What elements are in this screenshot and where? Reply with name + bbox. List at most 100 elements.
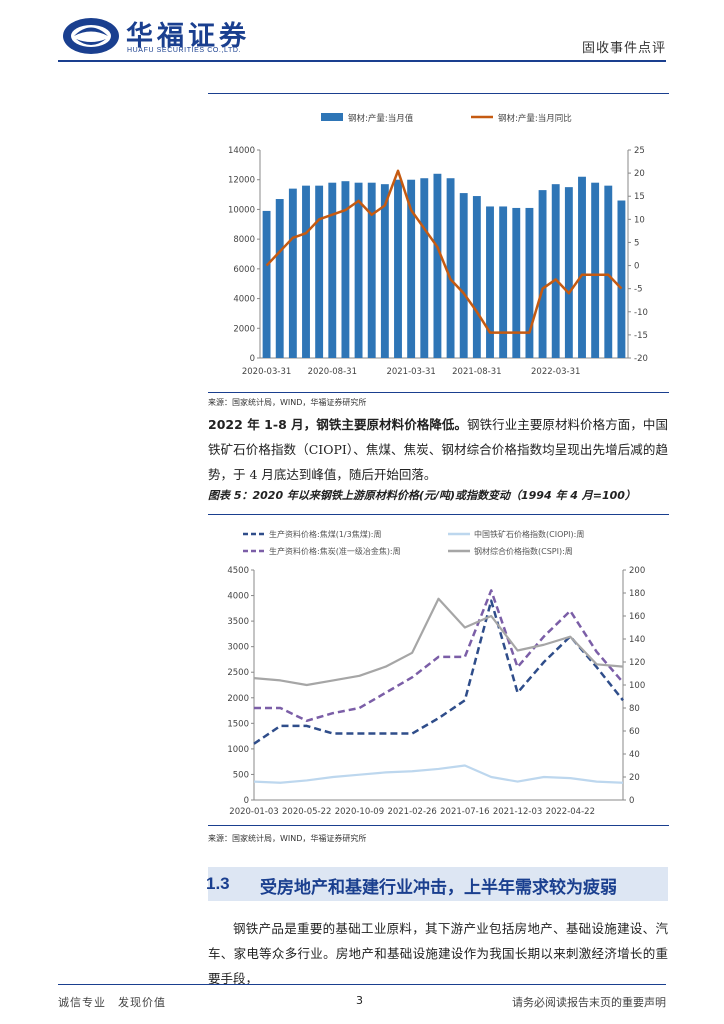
section-title: 受房地产和基建行业冲击，上半年需求较为疲弱 <box>260 878 617 898</box>
bar-output <box>499 206 508 358</box>
series-line-3 <box>254 589 624 723</box>
x-tick-label: 2020-01-03 <box>229 807 278 817</box>
series-line-1 <box>253 599 624 745</box>
bar-output <box>564 187 573 358</box>
right-tick-label: -20 <box>634 354 648 364</box>
bar-output <box>367 182 376 358</box>
bar-output <box>472 196 481 358</box>
left-tick-label: 1500 <box>227 719 249 729</box>
bar-output <box>341 181 350 358</box>
left-tick-label: 3000 <box>227 643 249 653</box>
right-tick-label: 5 <box>634 238 639 248</box>
x-tick-label: 2020-08-31 <box>308 367 357 377</box>
right-tick-label: 200 <box>629 566 645 576</box>
right-tick-label: 160 <box>629 612 645 622</box>
bar-output <box>525 207 534 358</box>
bar-output <box>380 184 389 358</box>
legend-label-output: 钢材:产量:当月值 <box>348 113 414 124</box>
paragraph-body: 钢铁行业主要原材料价格方面，中国铁矿石价格指数（CIOPI）、焦煤、焦炭、钢材综… <box>208 417 668 482</box>
legend-label-1: 生产资料价格:焦煤(1/3焦煤):周 <box>269 529 382 539</box>
right-tick-label: -10 <box>634 308 648 318</box>
brand-name: 华福证券 <box>126 21 250 52</box>
left-tick-label: 12000 <box>228 176 255 186</box>
left-tick-label: 8000 <box>233 235 255 245</box>
series-line-4 <box>253 597 624 687</box>
x-tick-label: 2021-12-03 <box>493 807 542 817</box>
chart2-bottom-rule <box>208 825 669 826</box>
left-tick-label: 4000 <box>233 295 255 305</box>
right-tick-label: 100 <box>629 681 645 691</box>
bar-output <box>315 185 324 358</box>
x-tick-label: 2021-08-31 <box>452 367 501 377</box>
paragraph-lead: 2022 年 1-8 月，钢铁主要原材料价格降低。 <box>208 417 468 432</box>
footer-rule <box>58 984 666 985</box>
left-tick-label: 14000 <box>228 146 255 156</box>
legend-swatch-output <box>321 113 343 121</box>
paragraph-steel-demand: 钢铁产品是重要的基础工业原料，其下游产业包括房地产、基础设施建设、汽车、家电等众… <box>208 921 668 986</box>
left-tick-label: 0 <box>244 796 249 806</box>
right-tick-label: 0 <box>629 796 634 806</box>
right-tick-label: 20 <box>634 169 645 179</box>
bar-output <box>420 178 429 358</box>
bar-output <box>354 182 363 358</box>
left-tick-label: 1000 <box>227 745 249 755</box>
left-tick-label: 4000 <box>227 592 249 602</box>
company-logo-icon <box>63 18 119 54</box>
bar-output <box>288 188 297 358</box>
steel-output-chart: 钢材:产量:当月值 钢材:产量:当月同比 0 2000 4000 6000 8000 1000… <box>228 113 648 377</box>
right-tick-label: 10 <box>634 215 645 225</box>
left-tick-label: 3500 <box>227 617 249 627</box>
chart1-bottom-rule <box>208 392 669 393</box>
x-tick-label: 2020-05-22 <box>282 807 331 817</box>
right-tick-label: 25 <box>634 146 645 156</box>
bar-output <box>407 179 416 358</box>
section-number: 1.3 <box>206 874 230 893</box>
legend-label-yoy: 钢材:产量:当月同比 <box>498 113 572 124</box>
report-type: 固收事件点评 <box>581 41 666 56</box>
left-tick-label: 2000 <box>233 324 255 334</box>
bar-output <box>275 199 284 358</box>
left-tick-label: 10000 <box>228 205 255 215</box>
paragraph-raw-material-prices: 2022 年 1-8 月，钢铁主要原材料价格降低。钢铁行业主要原材料价格方面，中… <box>208 412 668 487</box>
right-tick-label: 180 <box>629 589 645 599</box>
x-tick-label: 2021-02-26 <box>387 807 436 817</box>
section-heading-bar <box>208 867 668 901</box>
bar-output <box>302 185 310 358</box>
bar-output <box>578 176 586 358</box>
chart1-source: 来源：国家统计局，WIND，华福证券研究所 <box>208 398 367 407</box>
chart2-source: 来源：国家统计局，WIND，华福证券研究所 <box>208 834 367 843</box>
left-tick-label: 4500 <box>227 566 249 576</box>
x-tick-label: 2022-03-31 <box>531 367 580 377</box>
bar-output <box>604 185 613 358</box>
bar-output <box>617 200 626 358</box>
x-tick-label: 2022-04-22 <box>546 807 595 817</box>
right-tick-label: -5 <box>634 285 642 295</box>
x-tick-label: 2020-10-09 <box>335 807 384 817</box>
chart2-top-rule <box>208 514 669 515</box>
raw-material-price-chart: 生产资料价格:焦煤(1/3焦煤):周 中国铁矿石价格指数(CIOPI):周生产资料… <box>227 529 645 817</box>
right-tick-label: 80 <box>629 704 640 714</box>
line-yoy <box>265 169 623 334</box>
left-tick-label: 500 <box>233 770 249 780</box>
header-rule <box>58 60 666 62</box>
brand-name-en: HUAFU SECURITIES CO.,LTD. <box>127 47 242 54</box>
legend-label-3: 生产资料价格:焦炭(准一级冶金焦):周 <box>269 546 401 556</box>
left-tick-label: 2000 <box>227 694 249 704</box>
bar-output <box>591 182 600 358</box>
right-tick-label: 0 <box>634 262 639 272</box>
bar-output <box>538 190 547 358</box>
footer-slogan: 诚信专业 发现价值 <box>58 996 166 1009</box>
bar-output <box>433 173 442 358</box>
right-tick-label: 60 <box>629 727 640 737</box>
figure-5-title: 图表 5：2020 年以来钢铁上游原材料价格(元/吨)或指数变动（1994 年 … <box>208 489 636 502</box>
bar-output <box>446 178 455 358</box>
left-tick-label: 2500 <box>227 668 249 678</box>
x-tick-label: 2020-03-31 <box>242 367 291 377</box>
series-line-2 <box>253 764 624 784</box>
x-tick-label: 2021-03-31 <box>386 367 435 377</box>
x-tick-label: 2021-07-16 <box>440 807 489 817</box>
right-tick-label: 40 <box>629 750 640 760</box>
legend-label-4: 钢材综合价格指数(CSPI):周 <box>474 546 573 556</box>
legend-label-2: 中国铁矿石价格指数(CIOPI):周 <box>474 529 584 539</box>
right-tick-label: -15 <box>634 331 648 341</box>
